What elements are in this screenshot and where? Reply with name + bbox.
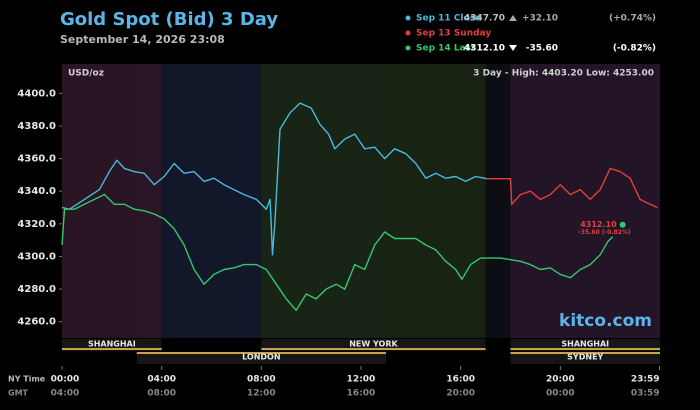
legend-change-pct: (+0.74%) [609, 14, 656, 24]
x-tick-label: 23:59 [631, 375, 660, 385]
session-label: SHANGHAI [88, 340, 136, 349]
session-strip [136, 352, 386, 364]
legend-label: Sep 14 Last [416, 44, 476, 54]
y-tick-label: 4280.0 [17, 284, 56, 295]
series-line [486, 167, 658, 209]
watermark: kitco.com [559, 311, 652, 331]
session-label: LONDON [242, 353, 280, 362]
x-tick-label: 08:00 [247, 375, 276, 385]
session-label: NEW YORK [349, 340, 398, 349]
session-band [510, 64, 660, 338]
x-tick-label: 20:00 [546, 375, 575, 385]
x-tick-label: 04:00 [147, 375, 176, 385]
session-band [261, 64, 486, 338]
session-label: SYDNEY [567, 353, 603, 362]
x2-tick-label: 00:00 [546, 389, 575, 399]
x2-axis-label: GMT [8, 389, 29, 398]
y-tick-label: 4400.0 [17, 88, 56, 99]
x2-tick-label: 20:00 [446, 389, 475, 399]
legend-marker [405, 45, 411, 51]
end-label: 4312.10 [580, 220, 617, 229]
x-tick-label: 00:00 [51, 375, 80, 385]
y-tick-label: 4380.0 [17, 121, 56, 132]
x2-tick-label: 16:00 [347, 389, 376, 399]
legend-marker [405, 30, 411, 36]
y-tick-label: 4260.0 [17, 317, 56, 328]
legend-last: 4312.10 [464, 44, 505, 54]
y-tick-label: 4300.0 [17, 251, 56, 262]
y-tick-label: 4360.0 [17, 154, 56, 165]
x2-tick-label: 12:00 [247, 389, 276, 399]
x-tick-label: 16:00 [446, 375, 475, 385]
end-sublabel: -35.60 (-0.82%) [578, 229, 631, 236]
unit-label: USD/oz [68, 69, 104, 79]
end-marker [619, 221, 626, 228]
legend-change: -35.60 [526, 44, 558, 54]
series-line [61, 193, 614, 311]
legend-change: +32.10 [522, 14, 558, 24]
y-tick-label: 4320.0 [17, 219, 56, 230]
legend-arrow [509, 15, 517, 21]
legend-label: Sep 13 Sunday [416, 29, 491, 39]
legend-change-pct: (-0.82%) [613, 44, 656, 54]
legend-last: 4347.70 [464, 14, 505, 24]
legend-label: Sep 11 Close [416, 14, 481, 24]
legend-marker [405, 15, 411, 21]
chart-subtitle: September 14, 2026 23:08 [60, 33, 225, 46]
series-line [61, 102, 487, 256]
plot-background [62, 64, 660, 338]
session-label: SHANGHAI [561, 340, 609, 349]
legend-arrow [509, 45, 517, 51]
y-tick-label: 4340.0 [17, 186, 56, 197]
chart-title: Gold Spot (Bid) 3 Day [60, 9, 278, 30]
x-axis-label: NY Time [8, 375, 46, 384]
x2-tick-label: 08:00 [147, 389, 176, 399]
x2-tick-label: 04:00 [51, 389, 80, 399]
range-label: 3 Day - High: 4403.20 Low: 4253.00 [473, 69, 654, 79]
x-tick-label: 12:00 [347, 375, 376, 385]
x2-tick-label: 03:59 [631, 389, 660, 399]
session-strip [510, 352, 660, 364]
